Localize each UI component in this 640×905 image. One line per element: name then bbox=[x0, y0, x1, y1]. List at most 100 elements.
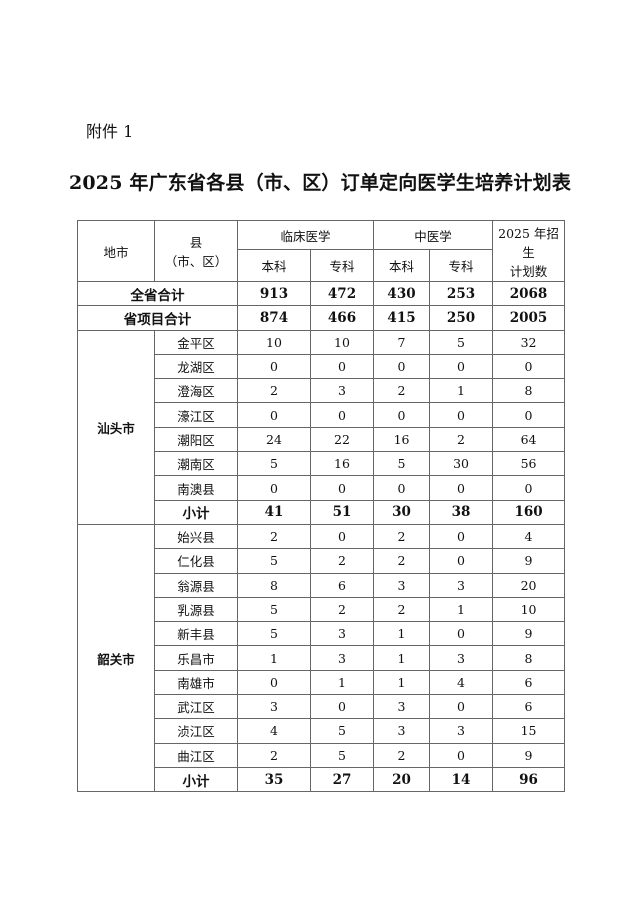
cell-clinical-undergrad: 1 bbox=[237, 645, 311, 671]
cell-clinical-undergrad: 10 bbox=[237, 329, 311, 355]
cell-clinical-junior: 27 bbox=[309, 766, 375, 793]
cell-total: 15 bbox=[492, 718, 566, 744]
attachment-label: 附件 1 bbox=[86, 122, 134, 141]
county-cell: 新丰县 bbox=[154, 621, 238, 647]
cell-total: 9 bbox=[492, 742, 566, 768]
cell-total: 96 bbox=[492, 766, 566, 793]
header-county-line1: 县 bbox=[189, 235, 203, 250]
cell-tcm-junior: 30 bbox=[429, 451, 494, 477]
county-cell: 仁化县 bbox=[154, 548, 238, 574]
cell-clinical-undergrad: 2 bbox=[237, 523, 311, 550]
cell-tcm-undergrad: 30 bbox=[373, 499, 431, 525]
table-row: 濠江区 0 0 0 0 0 bbox=[78, 402, 566, 428]
table-row: 龙湖区 0 0 0 0 0 bbox=[78, 353, 566, 380]
table-body: 全省合计 913 472 430 253 2068 省项目合计 874 466 415 250 200… bbox=[77, 280, 566, 793]
cell-clinical-undergrad: 913 bbox=[237, 280, 311, 307]
cell-tcm-junior: 3 bbox=[429, 572, 494, 598]
cell-tcm-junior: 253 bbox=[429, 280, 494, 307]
table-row: 南雄市 0 1 1 4 6 bbox=[78, 669, 566, 696]
cell-clinical-undergrad: 874 bbox=[237, 305, 311, 331]
cell-tcm-junior: 4 bbox=[429, 669, 494, 696]
header-clinical-junior: 专科 bbox=[309, 249, 375, 282]
cell-clinical-junior: 5 bbox=[309, 718, 375, 744]
cell-clinical-undergrad: 2 bbox=[237, 742, 311, 768]
cell-tcm-junior: 38 bbox=[429, 499, 494, 525]
table-row: 仁化县 5 2 2 0 9 bbox=[78, 548, 566, 574]
table-row: 潮阳区 24 22 16 2 64 bbox=[78, 426, 566, 453]
cell-total: 8 bbox=[492, 378, 566, 404]
cell-tcm-junior: 2 bbox=[429, 426, 494, 453]
cell-total: 64 bbox=[492, 426, 566, 453]
cell-tcm-undergrad: 7 bbox=[373, 329, 431, 355]
cell-tcm-undergrad: 2 bbox=[373, 523, 431, 550]
county-cell: 曲江区 bbox=[154, 742, 238, 768]
cell-tcm-undergrad: 0 bbox=[373, 402, 431, 428]
cell-clinical-undergrad: 5 bbox=[237, 451, 311, 477]
county-cell: 南雄市 bbox=[154, 669, 238, 696]
cell-clinical-junior: 22 bbox=[309, 426, 375, 453]
cell-tcm-undergrad: 0 bbox=[373, 353, 431, 380]
county-cell: 龙湖区 bbox=[154, 353, 238, 380]
cell-total: 160 bbox=[492, 499, 566, 525]
cell-tcm-junior: 3 bbox=[429, 645, 494, 671]
summary-label: 省项目合计 bbox=[77, 305, 238, 331]
cell-total: 2005 bbox=[492, 305, 566, 331]
cell-tcm-junior: 0 bbox=[429, 548, 494, 574]
cell-clinical-junior: 472 bbox=[309, 280, 375, 307]
cell-clinical-junior: 1 bbox=[309, 669, 375, 696]
cell-tcm-junior: 0 bbox=[429, 475, 494, 501]
header-total: 2025 年招生 计划数 bbox=[492, 220, 566, 282]
cell-tcm-undergrad: 16 bbox=[373, 426, 431, 453]
cell-clinical-junior: 3 bbox=[309, 378, 375, 404]
cell-clinical-undergrad: 8 bbox=[237, 572, 311, 598]
cell-clinical-junior: 0 bbox=[309, 694, 375, 720]
cell-tcm-undergrad: 0 bbox=[373, 475, 431, 501]
cell-tcm-junior: 0 bbox=[429, 742, 494, 768]
table-row: 翁源县 8 6 3 3 20 bbox=[78, 572, 566, 598]
cell-tcm-undergrad: 1 bbox=[373, 669, 431, 696]
cell-tcm-junior: 1 bbox=[429, 378, 494, 404]
cell-tcm-junior: 14 bbox=[429, 766, 494, 793]
header-tcm: 中医学 bbox=[373, 220, 494, 250]
cell-total: 0 bbox=[492, 353, 566, 380]
subtotal-label: 小计 bbox=[154, 499, 238, 525]
county-cell: 澄海区 bbox=[154, 378, 238, 404]
county-cell: 金平区 bbox=[154, 329, 238, 355]
county-cell: 潮南区 bbox=[154, 451, 238, 477]
cell-clinical-undergrad: 24 bbox=[237, 426, 311, 453]
table-row: 曲江区 2 5 2 0 9 bbox=[78, 742, 566, 768]
cell-tcm-undergrad: 5 bbox=[373, 451, 431, 477]
cell-clinical-undergrad: 5 bbox=[237, 548, 311, 574]
cell-total: 56 bbox=[492, 451, 566, 477]
city-cell: 韶关市 bbox=[77, 523, 155, 793]
header-clinical: 临床医学 bbox=[236, 220, 375, 250]
cell-tcm-undergrad: 1 bbox=[373, 621, 431, 647]
header-tcm-junior: 专科 bbox=[429, 249, 494, 282]
table-row: 韶关市 始兴县 2 0 2 0 4 bbox=[77, 523, 566, 793]
county-cell: 南澳县 bbox=[154, 475, 238, 501]
header-city: 地市 bbox=[77, 220, 155, 282]
cell-tcm-undergrad: 430 bbox=[373, 280, 431, 307]
cell-total: 9 bbox=[492, 621, 566, 647]
cell-tcm-junior: 3 bbox=[429, 718, 494, 744]
header-tcm-undergrad: 本科 bbox=[373, 249, 431, 282]
enrollment-plan-table: 地市 县 （市、区） 临床医学 中医学 2025 年招生 计划数 本科 专科 本… bbox=[77, 220, 566, 793]
cell-tcm-undergrad: 2 bbox=[373, 548, 431, 574]
cell-clinical-junior: 2 bbox=[309, 596, 375, 623]
cell-tcm-junior: 0 bbox=[429, 621, 494, 647]
cell-clinical-junior: 5 bbox=[309, 742, 375, 768]
county-cell: 武江区 bbox=[154, 694, 238, 720]
cell-clinical-undergrad: 0 bbox=[237, 402, 311, 428]
cell-tcm-undergrad: 2 bbox=[373, 596, 431, 623]
header-row-1: 地市 县 （市、区） 临床医学 中医学 2025 年招生 计划数 bbox=[77, 220, 566, 282]
cell-clinical-junior: 0 bbox=[309, 523, 375, 550]
cell-clinical-undergrad: 5 bbox=[237, 621, 311, 647]
summary-row: 省项目合计 874 466 415 250 2005 bbox=[77, 305, 566, 331]
table-row: 潮南区 5 16 5 30 56 bbox=[78, 451, 566, 477]
cell-clinical-undergrad: 0 bbox=[237, 353, 311, 380]
county-cell: 濠江区 bbox=[154, 402, 238, 428]
cell-tcm-junior: 1 bbox=[429, 596, 494, 623]
cell-total: 6 bbox=[492, 669, 566, 696]
cell-clinical-undergrad: 0 bbox=[237, 669, 311, 696]
table-row: 南澳县 0 0 0 0 0 bbox=[78, 475, 566, 501]
